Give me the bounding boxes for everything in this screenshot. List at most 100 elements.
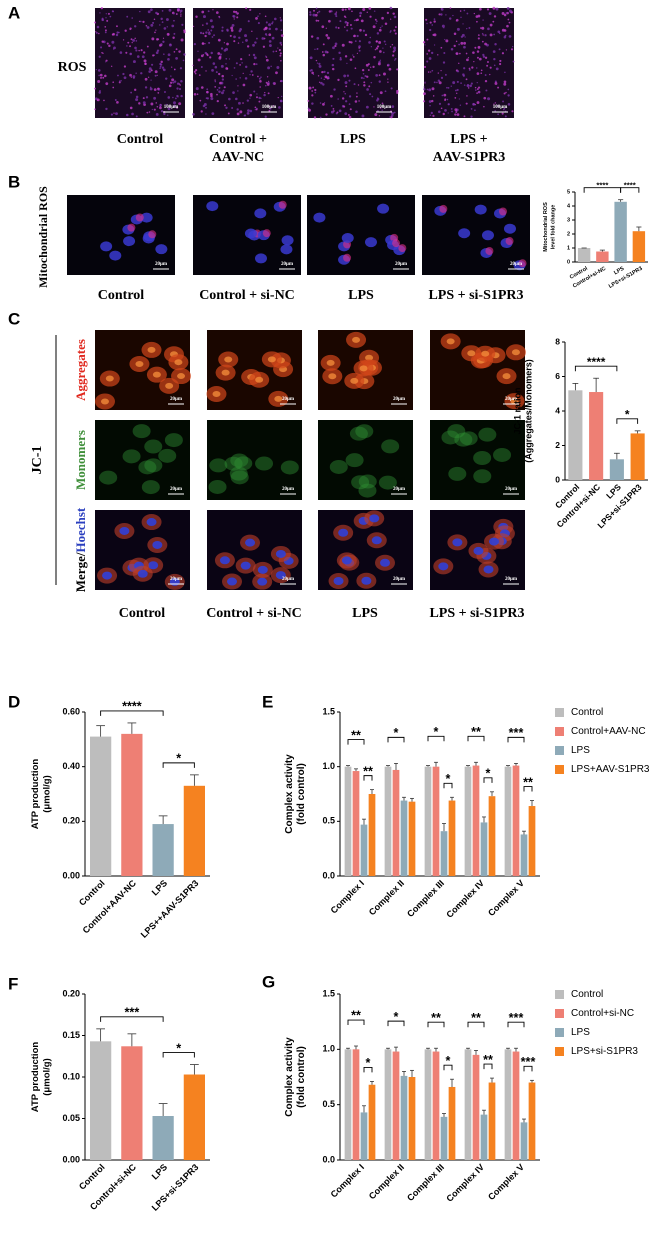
speckle [368,7,372,10]
speckle [503,82,507,86]
error-bar [482,1109,486,1115]
error-bar [190,1064,199,1075]
caption: LPS + [450,132,487,147]
speckle [156,74,158,76]
bar [400,1075,408,1160]
speckle [239,110,243,114]
speckle [379,50,382,53]
speckle [183,29,186,32]
speckle [438,102,442,105]
speckle [223,86,226,89]
speckle [238,101,241,105]
speckle [429,21,432,24]
speckle [172,101,176,105]
speckle [474,109,476,112]
bar [400,800,408,876]
speckle [394,32,397,35]
speckle [253,62,256,66]
speckle [281,100,283,102]
speckle [204,34,207,38]
cell [473,469,492,484]
significance-bracket [100,710,164,716]
nucleus [155,244,168,255]
speckle [205,106,207,109]
micrograph [94,7,186,118]
speckle [113,46,116,50]
nucleus [257,577,268,586]
error-bar [402,1071,406,1076]
x-tick-label: Complex I [329,878,366,915]
speckle [153,108,156,111]
speckle [476,56,479,59]
speckle [131,41,133,44]
speckle [153,18,156,20]
cell [378,475,397,490]
speckle [503,92,506,95]
speckle [228,97,231,101]
speckle [217,52,221,55]
speckle [475,15,479,18]
speckle [131,112,134,116]
speckle [346,62,348,65]
speckle [478,91,481,94]
micrograph [95,420,190,500]
speckle [195,87,199,91]
speckle [173,12,175,15]
speckle [144,77,148,81]
speckle [384,43,387,46]
nucleus [240,561,251,570]
speckle [232,10,236,13]
bar [392,1051,400,1160]
cell [229,466,248,481]
cell-core [135,360,144,367]
speckle [455,40,458,43]
speckle [452,81,456,85]
speckle [479,27,482,29]
speckle [497,86,500,89]
speckle [267,92,270,95]
group-label: JC-1 [30,446,45,475]
speckle [335,11,338,13]
speckle [247,20,250,23]
speckle [495,7,499,11]
speckle [103,99,105,102]
speckle [364,74,367,78]
y-tick-label: 3 [567,217,570,223]
x-tick-label: Control [77,878,107,908]
speckle [315,19,318,22]
nucleus [146,518,157,527]
speckle [311,90,314,92]
scale-bar-label: 100μm [377,105,392,110]
x-tick-label: LPS+si-S1PR3 [608,266,644,290]
micrograph [422,6,515,118]
speckle [150,102,154,106]
significance-label: * [486,767,491,781]
speckle [131,17,134,19]
y-tick-label: 4 [567,203,571,209]
speckle [163,53,165,55]
speckle [155,11,158,15]
caption: Control [117,132,164,147]
speckle [487,27,490,31]
speckle [386,11,390,15]
significance-bracket [347,739,365,745]
speckle [225,57,228,60]
nucleus [102,571,113,580]
significance-bracket [507,736,525,743]
speckle [363,77,365,80]
speckle [456,88,459,92]
cell [164,433,183,448]
panel-letter: B [8,172,20,191]
speckle [472,102,476,106]
speckle [231,74,233,77]
speckle [355,110,358,114]
speckle [444,73,447,76]
speckle [309,13,312,16]
speckle [253,90,256,93]
speckle [366,11,368,14]
speckle [206,97,209,100]
speckle [353,34,356,38]
speckle [206,90,209,94]
speckle [154,74,157,77]
speckle [463,115,466,118]
